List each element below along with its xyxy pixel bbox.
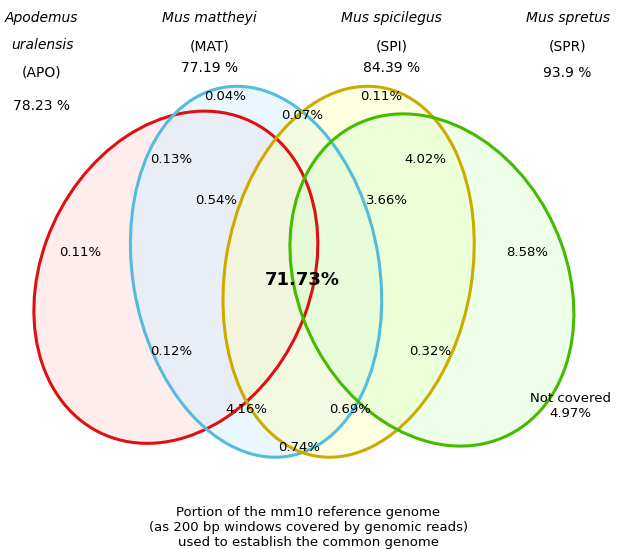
Text: Apodemus: Apodemus [5, 11, 79, 25]
Text: (MAT): (MAT) [190, 40, 230, 54]
Text: 4.02%: 4.02% [405, 153, 447, 166]
Text: 77.19 %: 77.19 % [181, 61, 238, 76]
Text: 0.74%: 0.74% [278, 441, 320, 454]
Text: 4.16%: 4.16% [226, 402, 268, 416]
Text: 8.58%: 8.58% [507, 246, 549, 259]
Text: 3.66%: 3.66% [366, 194, 408, 207]
Text: Mus spretus: Mus spretus [526, 11, 610, 25]
Text: 0.11%: 0.11% [360, 89, 402, 103]
Text: Portion of the mm10 reference genome
(as 200 bp windows covered by genomic reads: Portion of the mm10 reference genome (as… [149, 506, 468, 548]
Text: 84.39 %: 84.39 % [363, 61, 420, 76]
Text: 0.07%: 0.07% [281, 109, 323, 122]
Text: Mus spicilegus: Mus spicilegus [341, 11, 442, 25]
Text: 93.9 %: 93.9 % [544, 66, 592, 80]
Ellipse shape [223, 86, 474, 457]
Text: Mus mattheyi: Mus mattheyi [162, 11, 257, 25]
Text: 0.11%: 0.11% [59, 246, 101, 259]
Text: 0.32%: 0.32% [410, 345, 452, 358]
Text: (SPR): (SPR) [549, 40, 586, 54]
Text: (APO): (APO) [22, 66, 62, 80]
Text: (SPI): (SPI) [376, 40, 408, 54]
Ellipse shape [130, 86, 382, 457]
Text: 71.73%: 71.73% [265, 271, 340, 289]
Text: 0.69%: 0.69% [329, 402, 371, 416]
Ellipse shape [290, 114, 574, 446]
Text: 78.23 %: 78.23 % [14, 99, 70, 113]
Ellipse shape [34, 111, 318, 444]
Text: 0.12%: 0.12% [151, 345, 193, 358]
Text: Not covered
4.97%: Not covered 4.97% [530, 392, 611, 421]
Text: uralensis: uralensis [10, 38, 73, 53]
Text: 0.13%: 0.13% [151, 153, 193, 166]
Text: 0.04%: 0.04% [204, 89, 246, 103]
Text: 0.54%: 0.54% [195, 194, 237, 207]
